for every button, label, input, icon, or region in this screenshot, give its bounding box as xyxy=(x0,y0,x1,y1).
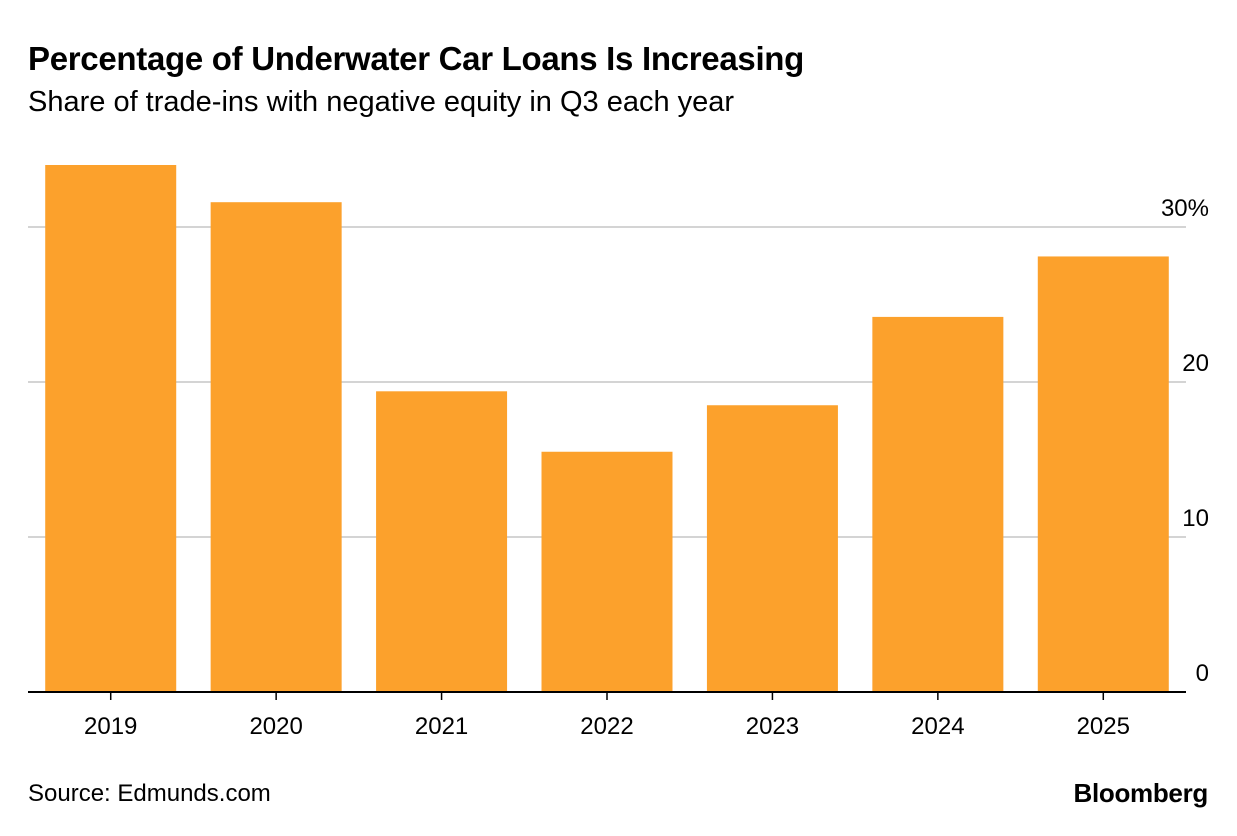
x-axis xyxy=(28,691,1186,700)
bar-2022 xyxy=(541,451,673,692)
bars xyxy=(45,165,1169,692)
y-tick-label-20: 20 xyxy=(1182,350,1209,377)
y-tick-label-10: 10 xyxy=(1182,505,1209,532)
bar-2020 xyxy=(210,202,342,692)
x-tick-label-2022: 2022 xyxy=(580,713,633,740)
bar-2024 xyxy=(872,316,1004,692)
y-tick-label-30: 30% xyxy=(1161,195,1209,222)
x-tick-label-2025: 2025 xyxy=(1077,713,1130,740)
chart-subtitle: Share of trade-ins with negative equity … xyxy=(28,86,735,118)
bar-2025 xyxy=(1037,256,1169,692)
x-tick-label-2020: 2020 xyxy=(249,713,302,740)
source-note: Source: Edmunds.com xyxy=(28,780,271,807)
x-axis-labels: 2019 2020 2021 2022 2023 2024 2025 xyxy=(84,713,1130,740)
y-axis-ticks: 0 10 20 30% xyxy=(1161,195,1209,687)
x-tick-label-2024: 2024 xyxy=(911,713,964,740)
x-tick-label-2023: 2023 xyxy=(746,713,799,740)
bar-2021 xyxy=(376,391,508,692)
x-tick-label-2021: 2021 xyxy=(415,713,468,740)
bloomberg-logo: Bloomberg xyxy=(1073,778,1208,808)
y-tick-label-0: 0 xyxy=(1196,660,1209,687)
bar-2023 xyxy=(706,405,838,692)
bar-2019 xyxy=(45,165,177,692)
chart-title: Percentage of Underwater Car Loans Is In… xyxy=(28,40,805,77)
x-tick-label-2019: 2019 xyxy=(84,713,137,740)
